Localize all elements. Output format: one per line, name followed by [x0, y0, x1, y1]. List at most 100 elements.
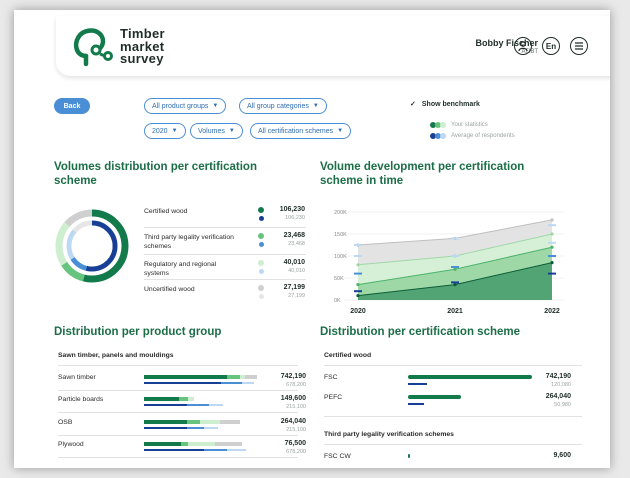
- data-point[interactable]: [550, 232, 554, 236]
- pg-bench-segment[interactable]: [144, 449, 204, 451]
- divider: [144, 227, 306, 228]
- pg-bench-segment[interactable]: [226, 449, 247, 451]
- menu-icon[interactable]: [570, 37, 588, 55]
- volume-development-title: Volume development per certification sch…: [320, 161, 525, 187]
- divider: [58, 412, 298, 413]
- benchmark-marker[interactable]: [451, 281, 459, 284]
- show-benchmark-toggle[interactable]: ✓ Show benchmark: [410, 100, 480, 108]
- cd-bar[interactable]: [408, 395, 461, 399]
- pg-bench-segment[interactable]: [186, 427, 204, 429]
- data-point[interactable]: [550, 218, 554, 222]
- cd-row-value: 742,190: [545, 373, 571, 380]
- divider: [58, 457, 298, 458]
- area-series[interactable]: [358, 262, 552, 300]
- pg-bar-segment[interactable]: [179, 397, 188, 401]
- donut-slice[interactable]: [66, 220, 118, 272]
- donut-slice[interactable]: [55, 209, 129, 283]
- vd-row-label: Certified wood: [144, 208, 188, 215]
- measure-dropdown[interactable]: Volumes ▼: [190, 123, 243, 139]
- pg-bench-segment[interactable]: [203, 449, 227, 451]
- data-point[interactable]: [453, 283, 457, 287]
- cd-bar[interactable]: [408, 454, 410, 458]
- donut-chart[interactable]: [52, 206, 132, 286]
- cert-schemes-dropdown[interactable]: All certification schemes ▼: [250, 123, 352, 139]
- user-info[interactable]: Bobby Fischer ATIBT: [475, 38, 538, 55]
- divider: [58, 365, 298, 366]
- pg-bar-segment[interactable]: [144, 420, 187, 424]
- back-button[interactable]: Back: [54, 98, 90, 114]
- benchmark-marker[interactable]: [354, 290, 362, 293]
- benchmark-marker[interactable]: [354, 255, 362, 257]
- language-button[interactable]: En: [542, 37, 560, 55]
- user-avatar-icon[interactable]: [514, 37, 532, 55]
- data-point[interactable]: [550, 261, 554, 265]
- cd-row-label: FSC: [324, 374, 338, 381]
- vd-your-dot: [258, 285, 264, 291]
- cert-subheading-third-party: Third party legality verification scheme…: [324, 431, 454, 438]
- volume-development-chart[interactable]: 0K 50K 100K 150K 200K 2020 2021 2022: [314, 194, 584, 316]
- pg-row-label: Particle boards: [58, 396, 104, 403]
- pg-bar-segment[interactable]: [144, 397, 180, 401]
- pg-bar-segment[interactable]: [144, 442, 181, 446]
- pg-bench-segment[interactable]: [144, 427, 187, 429]
- benchmark-marker[interactable]: [451, 237, 459, 240]
- benchmark-marker[interactable]: [354, 272, 362, 275]
- pg-bar-segment[interactable]: [245, 375, 258, 379]
- pg-bar-segment[interactable]: [240, 375, 246, 379]
- cd-bench-bar[interactable]: [408, 403, 425, 405]
- pg-bench-segment[interactable]: [203, 427, 219, 429]
- vd-row-value: 23,468: [283, 232, 305, 239]
- pg-bench-segment[interactable]: [144, 404, 187, 406]
- x-tick-label: 2022: [544, 308, 560, 315]
- pg-bench-segment[interactable]: [220, 382, 242, 384]
- benchmark-marker[interactable]: [354, 244, 362, 246]
- pg-bench-segment[interactable]: [241, 382, 254, 384]
- donut-slice[interactable]: [55, 209, 129, 283]
- donut-slice[interactable]: [66, 220, 118, 272]
- dropdown-label: All certification schemes: [258, 127, 334, 135]
- vd-your-dot: [258, 233, 264, 239]
- benchmark-marker[interactable]: [451, 266, 459, 268]
- pg-bench-segment[interactable]: [208, 404, 224, 406]
- pg-bar-segment[interactable]: [214, 442, 242, 446]
- product-groups-dropdown[interactable]: All product groups ▼: [144, 98, 227, 114]
- vd-row-bench: 106,230: [285, 215, 305, 221]
- pg-bar-segment[interactable]: [187, 397, 194, 401]
- data-point[interactable]: [356, 283, 360, 287]
- pg-row-bench: 215,100: [286, 427, 306, 433]
- cd-row-bench: 50,980: [554, 402, 571, 408]
- y-tick-label: 100K: [334, 254, 347, 260]
- pg-bar-segment[interactable]: [186, 420, 201, 424]
- benchmark-marker[interactable]: [548, 272, 556, 275]
- legend-your-statistics: Your statistics: [430, 122, 488, 128]
- pg-bar-segment[interactable]: [226, 375, 241, 379]
- logo-wordmark[interactable]: Timber market survey: [120, 27, 165, 66]
- benchmark-marker[interactable]: [451, 255, 459, 257]
- pg-bar-segment[interactable]: [187, 442, 215, 446]
- pg-bench-segment[interactable]: [144, 382, 221, 384]
- data-point[interactable]: [550, 245, 554, 249]
- caret-down-icon: ▼: [212, 103, 219, 109]
- cd-bench-bar[interactable]: [408, 383, 427, 385]
- pg-bar-segment[interactable]: [200, 420, 220, 424]
- group-categories-dropdown[interactable]: All group categories ▼: [239, 98, 327, 114]
- pg-bench-segment[interactable]: [186, 404, 209, 406]
- benchmark-marker[interactable]: [548, 255, 556, 257]
- timber-logo-icon[interactable]: [72, 26, 120, 71]
- pg-bar-segment[interactable]: [219, 420, 241, 424]
- vd-row-bench: 23,468: [288, 241, 305, 247]
- year-dropdown[interactable]: 2020 ▼: [144, 123, 186, 139]
- caret-down-icon: ▼: [312, 103, 319, 109]
- header-bar: Timber market survey Bobby Fischer ATIBT…: [56, 16, 610, 76]
- data-point[interactable]: [356, 294, 360, 298]
- pg-row-label: OSB: [58, 419, 73, 426]
- data-point[interactable]: [453, 267, 457, 271]
- pg-row-value: 264,040: [280, 418, 306, 425]
- benchmark-marker[interactable]: [548, 224, 556, 227]
- data-point[interactable]: [356, 263, 360, 267]
- user-org: ATIBT: [521, 49, 538, 55]
- pg-bar-segment[interactable]: [144, 375, 227, 379]
- cd-bar[interactable]: [408, 375, 532, 379]
- benchmark-marker[interactable]: [548, 241, 556, 244]
- pg-bar-segment[interactable]: [180, 442, 188, 446]
